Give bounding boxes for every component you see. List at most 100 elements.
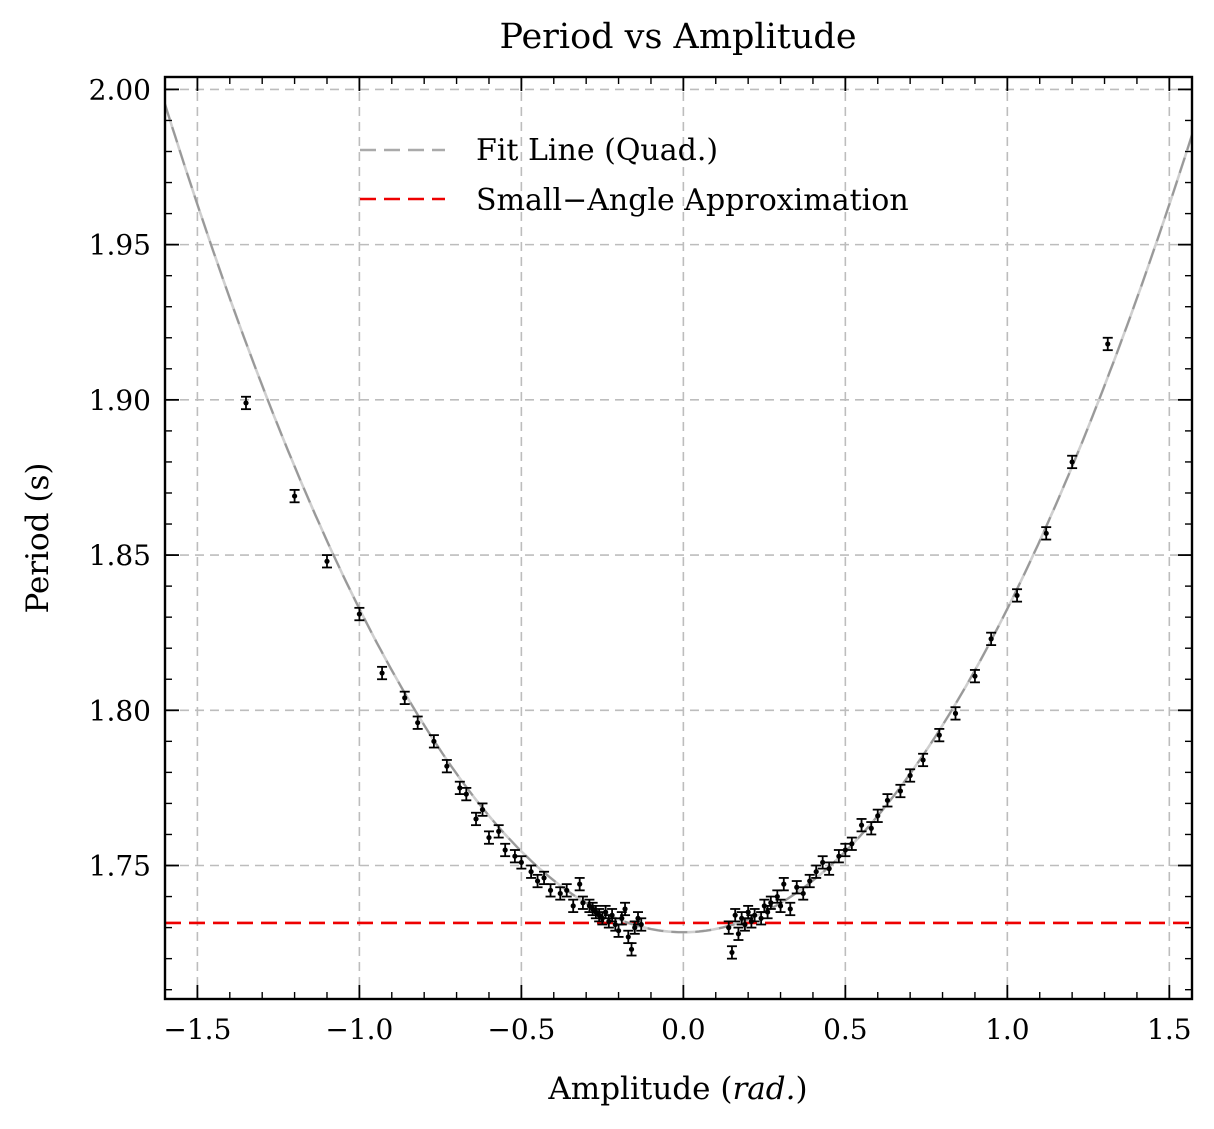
data-marker — [813, 869, 819, 875]
data-marker — [972, 673, 978, 679]
data-points-layer — [240, 336, 1113, 960]
data-point — [509, 849, 520, 864]
data-marker — [528, 869, 534, 875]
y-tick-label: 1.85 — [89, 539, 151, 572]
data-marker — [952, 710, 959, 716]
data-marker — [625, 934, 631, 940]
data-marker — [431, 738, 437, 744]
y-tick-label: 1.95 — [89, 229, 151, 262]
x-axis-label: Amplitude (rad.) — [547, 1071, 807, 1107]
fit-line-base — [165, 103, 1192, 934]
data-marker — [735, 931, 742, 937]
data-point — [1067, 454, 1078, 470]
data-point — [500, 842, 511, 858]
data-marker — [291, 493, 298, 499]
data-marker — [858, 822, 865, 828]
data-marker — [764, 909, 771, 915]
data-marker — [936, 732, 942, 738]
data-marker — [897, 788, 904, 794]
x-tick-label: −1.0 — [325, 1013, 393, 1046]
x-tick-label: −1.5 — [163, 1013, 231, 1046]
data-point — [798, 886, 809, 901]
data-point — [1102, 336, 1113, 352]
data-point — [840, 842, 851, 858]
data-marker — [745, 909, 751, 915]
data-marker — [1043, 530, 1049, 536]
x-tick-label: 1.0 — [985, 1013, 1030, 1046]
data-point — [613, 923, 624, 938]
data-point — [289, 488, 300, 504]
data-point — [986, 631, 997, 647]
data-point — [526, 864, 537, 879]
data-marker — [742, 921, 748, 928]
data-marker — [444, 763, 450, 769]
data-point — [833, 849, 844, 864]
data-point — [746, 914, 757, 929]
data-marker — [884, 797, 891, 803]
data-marker — [752, 912, 758, 918]
data-point — [791, 880, 802, 895]
data-marker — [875, 813, 881, 819]
y-tick-label: 1.75 — [89, 850, 151, 883]
data-point — [532, 873, 543, 889]
data-marker — [541, 875, 547, 881]
data-marker — [781, 881, 787, 887]
data-point — [483, 830, 494, 845]
data-marker — [920, 757, 926, 763]
data-point — [905, 768, 916, 783]
data-point — [626, 942, 637, 957]
data-marker — [729, 949, 735, 956]
x-axis-label-unit: rad. — [732, 1071, 795, 1107]
data-point — [918, 752, 929, 768]
data-point — [817, 855, 828, 870]
data-marker — [564, 887, 570, 893]
data-point — [428, 734, 439, 749]
data-point — [441, 759, 452, 774]
data-point — [399, 690, 410, 705]
data-marker — [570, 903, 576, 909]
data-marker — [463, 791, 469, 797]
data-marker — [758, 915, 764, 921]
x-axis-label-text: Amplitude — [547, 1071, 710, 1107]
y-tick-label: 1.90 — [89, 384, 151, 417]
data-point — [377, 665, 388, 681]
data-marker — [768, 900, 774, 906]
axis-ticks — [164, 77, 1192, 999]
data-point — [1041, 526, 1052, 541]
data-point — [354, 606, 365, 622]
x-tick-labels: −1.5 −1.0 −0.5 0.0 0.5 1.0 1.5 — [163, 1013, 1191, 1046]
data-point — [1012, 588, 1023, 603]
data-marker — [628, 946, 635, 952]
data-marker — [774, 893, 780, 900]
data-marker — [603, 909, 609, 915]
data-point — [811, 864, 822, 879]
data-point — [477, 802, 488, 817]
legend-small-angle-label: Small−Angle Approximation — [476, 183, 909, 218]
data-point — [590, 904, 601, 920]
x-tick-label: −0.5 — [487, 1013, 555, 1046]
data-marker — [638, 921, 644, 928]
data-marker — [415, 720, 421, 726]
data-point — [636, 917, 647, 932]
data-point — [620, 901, 631, 917]
fit-line-quad — [165, 103, 1192, 934]
data-marker — [632, 924, 638, 931]
data-marker — [836, 853, 842, 859]
data-point — [516, 855, 527, 870]
data-marker — [593, 909, 599, 915]
data-point — [872, 808, 883, 823]
data-marker — [726, 924, 732, 931]
data-marker — [800, 890, 806, 897]
data-point — [969, 669, 980, 684]
data-point — [856, 818, 867, 833]
data-marker — [794, 884, 800, 890]
data-marker — [807, 878, 813, 884]
data-marker — [590, 906, 596, 912]
data-point — [471, 811, 482, 827]
data-point — [454, 780, 465, 796]
data-point — [749, 908, 760, 923]
data-point — [778, 877, 789, 892]
data-point — [539, 870, 550, 886]
fit-line-layer — [165, 103, 1192, 934]
data-marker — [777, 903, 784, 909]
